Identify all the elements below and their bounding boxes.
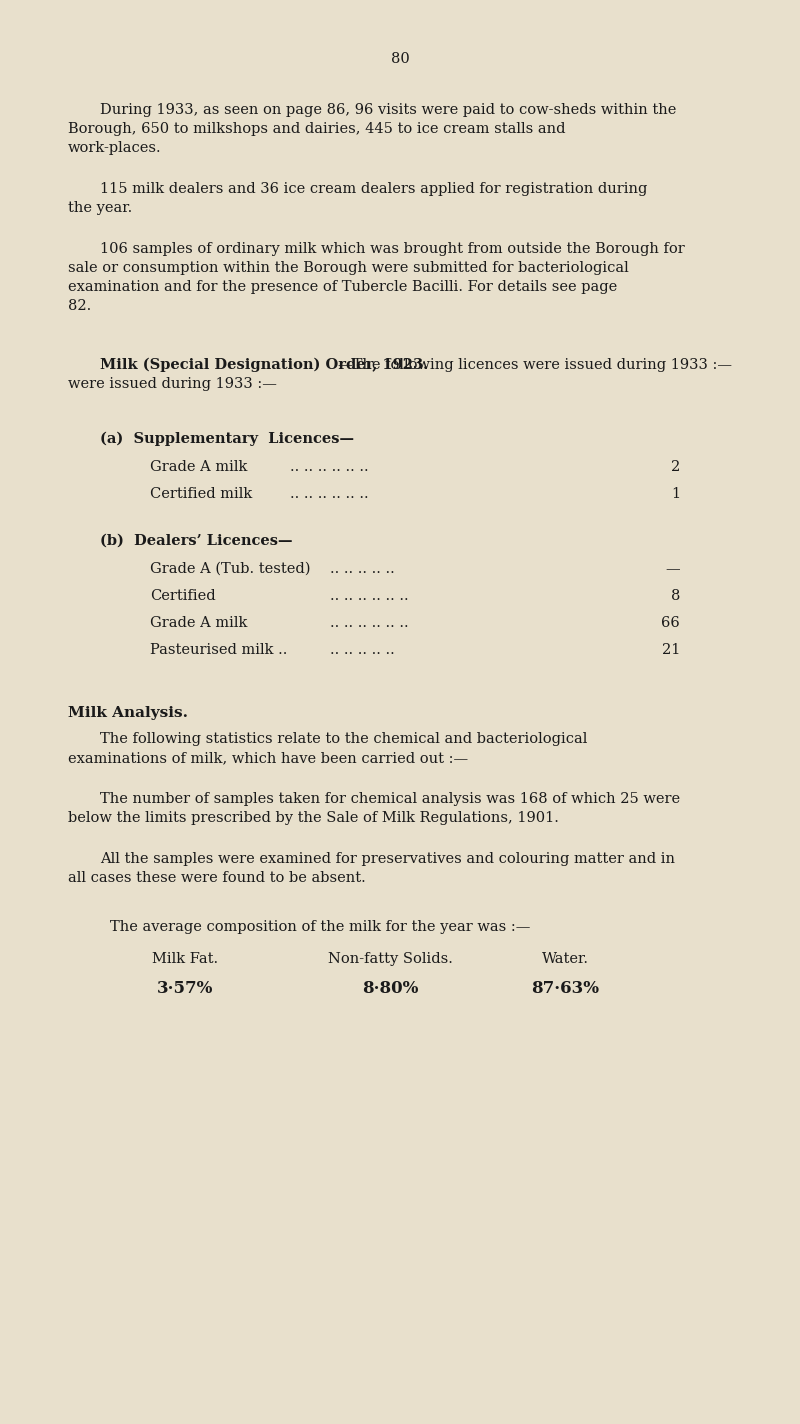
- Text: Pasteurised milk ..: Pasteurised milk ..: [150, 644, 287, 656]
- Text: —: —: [666, 562, 680, 575]
- Text: 87·63%: 87·63%: [531, 980, 599, 997]
- Text: Borough, 650 to milkshops and dairies, 445 to ice cream stalls and: Borough, 650 to milkshops and dairies, 4…: [68, 122, 566, 137]
- Text: 80: 80: [390, 53, 410, 66]
- Text: Non-fatty Solids.: Non-fatty Solids.: [327, 953, 453, 965]
- Text: All the samples were examined for preservatives and colouring matter and in: All the samples were examined for preser…: [100, 852, 675, 866]
- Text: examinations of milk, which have been carried out :—: examinations of milk, which have been ca…: [68, 750, 468, 765]
- Text: .. .. .. .. .. ..: .. .. .. .. .. ..: [290, 460, 369, 474]
- Text: The number of samples taken for chemical analysis was 168 of which 25 were: The number of samples taken for chemical…: [100, 792, 680, 806]
- Text: —The following licences were issued during 1933 :—: —The following licences were issued duri…: [338, 357, 732, 372]
- Text: Grade A (Tub. tested): Grade A (Tub. tested): [150, 562, 310, 575]
- Text: Grade A milk: Grade A milk: [150, 617, 247, 629]
- Text: During 1933, as seen on page 86, 96 visits were paid to cow-sheds within the: During 1933, as seen on page 86, 96 visi…: [100, 103, 676, 117]
- Text: were issued during 1933 :—: were issued during 1933 :—: [68, 377, 277, 392]
- Text: 106 samples of ordinary milk which was brought from outside the Borough for: 106 samples of ordinary milk which was b…: [100, 242, 685, 256]
- Text: 8: 8: [670, 590, 680, 602]
- Text: (a)  Supplementary  Licences—: (a) Supplementary Licences—: [100, 431, 354, 446]
- Text: 82.: 82.: [68, 299, 91, 313]
- Text: Certified: Certified: [150, 590, 216, 602]
- Text: Grade A milk: Grade A milk: [150, 460, 247, 474]
- Text: the year.: the year.: [68, 201, 132, 215]
- Text: Milk Analysis.: Milk Analysis.: [68, 706, 188, 721]
- Text: .. .. .. .. .. ..: .. .. .. .. .. ..: [330, 590, 409, 602]
- Text: 66: 66: [662, 617, 680, 629]
- Text: sale or consumption within the Borough were submitted for bacteriological: sale or consumption within the Borough w…: [68, 261, 629, 275]
- Text: examination and for the presence of Tubercle Bacilli. For details see page: examination and for the presence of Tube…: [68, 281, 618, 293]
- Text: Certified milk: Certified milk: [150, 487, 252, 501]
- Text: 3·57%: 3·57%: [157, 980, 213, 997]
- Text: all cases these were found to be absent.: all cases these were found to be absent.: [68, 871, 366, 884]
- Text: Milk Fat.: Milk Fat.: [152, 953, 218, 965]
- Text: Milk (Special Designation) Order, 1923.: Milk (Special Designation) Order, 1923.: [100, 357, 428, 373]
- Text: (b)  Dealers’ Licences—: (b) Dealers’ Licences—: [100, 534, 293, 548]
- Text: 8·80%: 8·80%: [362, 980, 418, 997]
- Text: .. .. .. .. ..: .. .. .. .. ..: [330, 562, 394, 575]
- Text: work-places.: work-places.: [68, 141, 162, 155]
- Text: The average composition of the milk for the year was :—: The average composition of the milk for …: [110, 920, 530, 934]
- Text: .. .. .. .. .. ..: .. .. .. .. .. ..: [290, 487, 369, 501]
- Text: 2: 2: [670, 460, 680, 474]
- Text: Water.: Water.: [542, 953, 589, 965]
- Text: 21: 21: [662, 644, 680, 656]
- Text: .. .. .. .. ..: .. .. .. .. ..: [330, 644, 394, 656]
- Text: The following statistics relate to the chemical and bacteriological: The following statistics relate to the c…: [100, 732, 587, 746]
- Text: 1: 1: [671, 487, 680, 501]
- Text: .. .. .. .. .. ..: .. .. .. .. .. ..: [330, 617, 409, 629]
- Text: 115 milk dealers and 36 ice cream dealers applied for registration during: 115 milk dealers and 36 ice cream dealer…: [100, 182, 647, 197]
- Text: below the limits prescribed by the Sale of Milk Regulations, 1901.: below the limits prescribed by the Sale …: [68, 812, 559, 824]
